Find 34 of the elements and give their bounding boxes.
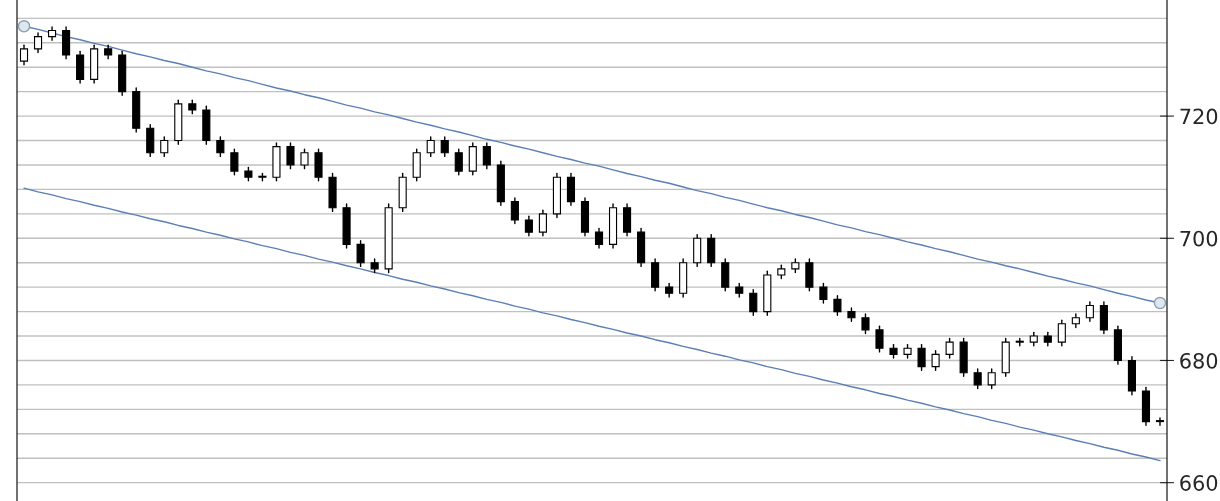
candlestick [33,32,43,54]
candlestick [833,295,842,316]
candlestick [19,44,29,66]
candlestick [1155,417,1165,426]
candlestick [1085,301,1094,323]
candlestick [594,227,604,249]
candlestick [356,240,365,268]
line-series [23,187,1161,462]
candlestick [861,313,870,335]
candlestick [819,282,828,304]
y-tick-label: 700 [1180,230,1218,247]
candlestick [945,337,954,359]
candlestick [510,197,519,225]
candlestick [230,148,239,176]
candlestick [749,288,758,316]
candlestick [917,343,926,371]
candlestick [440,136,449,158]
candlestick [987,368,996,390]
y-tick-label: 680 [1180,352,1218,369]
candlestick [875,325,884,353]
candlestick [538,209,547,237]
candlestick [216,136,225,158]
candlestick [482,142,491,170]
candlestick [1057,319,1066,347]
candlestick [300,148,309,170]
candlestick [454,148,463,176]
candlestick [160,136,169,158]
candlestick [426,136,435,158]
candlestick [524,215,533,237]
candlestick [931,350,940,371]
candlestick [286,142,295,170]
y-tick-label: 720 [1180,108,1218,125]
candlestick [973,368,982,390]
y-tick-label: 660 [1180,475,1218,491]
